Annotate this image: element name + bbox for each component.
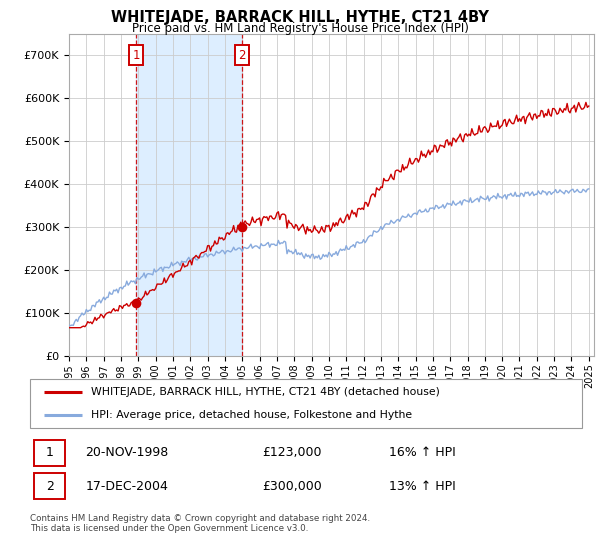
Text: £123,000: £123,000 [262, 446, 322, 459]
Text: WHITEJADE, BARRACK HILL, HYTHE, CT21 4BY: WHITEJADE, BARRACK HILL, HYTHE, CT21 4BY [111, 10, 489, 25]
Text: 16% ↑ HPI: 16% ↑ HPI [389, 446, 455, 459]
Text: 1: 1 [133, 49, 140, 62]
FancyBboxPatch shape [34, 440, 65, 465]
Text: 2: 2 [46, 479, 53, 492]
Text: 2: 2 [238, 49, 245, 62]
Text: 1: 1 [46, 446, 53, 459]
Text: HPI: Average price, detached house, Folkestone and Hythe: HPI: Average price, detached house, Folk… [91, 410, 412, 420]
Text: Price paid vs. HM Land Registry's House Price Index (HPI): Price paid vs. HM Land Registry's House … [131, 22, 469, 35]
Text: WHITEJADE, BARRACK HILL, HYTHE, CT21 4BY (detached house): WHITEJADE, BARRACK HILL, HYTHE, CT21 4BY… [91, 388, 440, 398]
Text: Contains HM Land Registry data © Crown copyright and database right 2024.
This d: Contains HM Land Registry data © Crown c… [30, 514, 370, 534]
Text: 20-NOV-1998: 20-NOV-1998 [85, 446, 169, 459]
Bar [136, 34, 242, 356]
FancyBboxPatch shape [34, 473, 65, 498]
Text: 13% ↑ HPI: 13% ↑ HPI [389, 479, 455, 492]
Text: 17-DEC-2004: 17-DEC-2004 [85, 479, 168, 492]
FancyBboxPatch shape [30, 379, 582, 428]
Text: £300,000: £300,000 [262, 479, 322, 492]
